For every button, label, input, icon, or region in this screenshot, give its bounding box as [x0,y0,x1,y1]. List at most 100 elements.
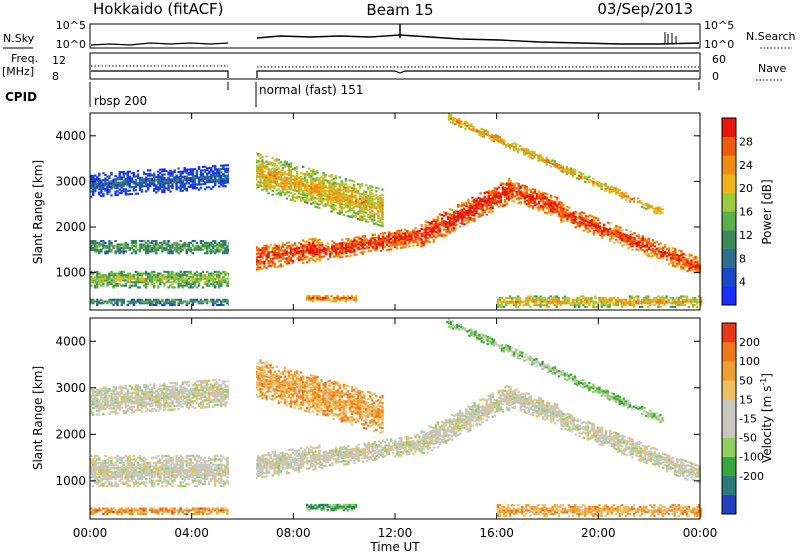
power-cell-band-1 [153,240,156,243]
power-cell-band-6 [424,224,427,227]
power-cell-band-6 [457,214,460,217]
power-cell-band-1 [98,241,101,244]
power-cell-band-12 [535,304,538,307]
power-cell-band-9 [322,197,325,200]
power-cell-band-8 [629,239,632,242]
power-cell-band-1 [151,241,154,244]
power-cell-band-2 [179,189,182,192]
power-cell-band-2 [224,176,227,179]
power-cell-band-0 [165,281,168,284]
power-cell-band-0 [112,277,115,280]
nsearch-tick-top: 10^5 [704,19,734,32]
power-cell-band-2 [108,180,111,183]
power-cell-band-9 [322,182,325,185]
power-cell-band-9 [348,200,352,203]
power-cell-band-9 [350,204,354,207]
power-cell-band-8 [682,252,685,255]
power-cell-band-1 [124,247,127,250]
power-cell-band-5 [335,255,338,258]
power-cell-band-2 [173,169,176,172]
power-cell-band-0 [177,276,180,279]
cpid-segment-1-marker [89,82,229,107]
power-cell-band-1 [199,247,203,250]
power-cell-band-5 [355,239,358,242]
power-cell-band-4 [308,241,311,244]
power-cell-band-0 [120,279,123,282]
power-cell-band-8 [570,217,573,220]
power-cell-band-4 [257,247,260,250]
power-cell-band-0 [140,276,144,279]
power-cell-band-9 [354,191,358,194]
power-cell-band-0 [193,279,197,282]
power-cell-band-3 [132,303,136,306]
power-cell-band-10 [510,143,514,146]
power-cell-band-4 [265,249,268,252]
power-cell-band-8 [643,244,646,247]
power-cell-band-6 [444,234,448,237]
power-cell-band-9 [379,210,382,213]
power-cell-band-9 [310,189,313,192]
power-cell-band-9 [269,173,272,176]
power-cell-band-9 [289,198,293,201]
power-cell-band-1 [177,247,180,250]
power-cell-band-3 [153,300,156,303]
power-cell-band-9 [297,183,301,186]
power-cell-band-12 [634,302,638,305]
power-cell-band-10 [523,152,526,155]
power-cell-band-2 [106,189,109,192]
power-cell-band-1 [197,248,201,251]
power-cell-band-0 [226,284,229,287]
power-cell-band-3 [210,300,213,303]
power-cell-band-2 [155,179,158,182]
power-cell-band-7 [531,194,535,197]
power-cell-band-9 [377,220,380,223]
power-cell-band-6 [501,191,505,194]
power-cell-band-7 [541,193,545,196]
power-cell-band-3 [140,302,144,305]
power-cell-band-0 [171,282,174,285]
power-cell-band-8 [670,255,673,258]
power-cell-band-5 [318,243,322,246]
power-cell-band-2 [114,181,117,184]
power-cell-band-5 [349,247,352,250]
power-cell-band-2 [193,187,197,190]
power-cell-band-2 [122,188,125,191]
power-cell-band-4 [304,240,307,243]
power-cell-band-9 [371,185,374,188]
power-cell-band-7 [517,188,520,191]
power-cell-band-9 [328,197,331,200]
power-cell-band-2 [136,183,140,186]
power-cell-band-9 [271,172,274,175]
power-cell-band-9 [271,157,274,160]
power-cell-band-1 [114,240,117,243]
power-cell-band-9 [377,197,380,200]
power-cell-band-1 [108,241,111,244]
power-cell-band-8 [560,212,563,215]
power-cell-band-0 [185,281,188,284]
power-cell-band-1 [140,240,144,243]
power-cell-band-8 [694,264,697,267]
power-cell-band-12 [573,305,577,308]
power-cell-band-2 [220,183,223,186]
power-cell-band-9 [271,181,274,184]
power-cell-band-7 [552,205,555,208]
power-cell-band-6 [487,191,490,194]
power-cell-band-9 [367,196,370,199]
power-cell-band-12 [569,304,573,307]
power-cell-band-2 [205,181,209,184]
power-cell-band-9 [273,181,276,184]
power-cell-band-10 [571,171,575,174]
power-cell-band-2 [126,179,129,182]
power-cell-band-4 [302,239,305,242]
power-cell-band-2 [199,178,203,181]
power-cell-band-9 [360,196,364,199]
power-cell-band-4 [271,264,274,267]
power-cell-band-6 [453,230,456,233]
power-cell-band-2 [207,170,211,173]
power-cell-band-2 [92,183,95,186]
power-cell-band-8 [684,258,687,261]
power-cell-band-8 [661,251,665,254]
power-cell-band-9 [375,223,378,226]
power-cell-band-6 [497,193,501,196]
power-cell-band-9 [281,168,284,171]
